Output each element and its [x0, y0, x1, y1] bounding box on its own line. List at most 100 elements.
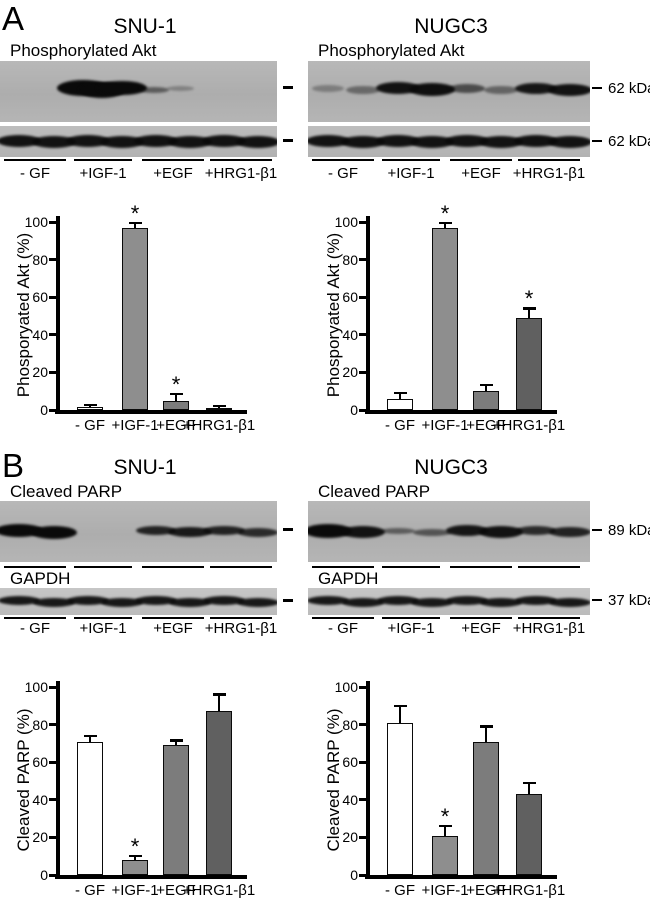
protein-band [0, 134, 42, 147]
y-tick [49, 873, 56, 877]
y-tick [359, 220, 366, 224]
marker-tick-icon [283, 528, 293, 531]
lane-label: +IGF-1 [79, 620, 127, 637]
y-tick-label: 20 [32, 364, 48, 381]
lane-group-line [210, 617, 272, 619]
y-tick-label: 60 [32, 754, 48, 771]
y-tick [359, 723, 366, 727]
x-tick-label: +IGF-1 [111, 882, 159, 899]
bar-gf [77, 741, 103, 875]
lane-group-line [210, 159, 272, 161]
bar-chart-parp_snu1: Cleaved PARP (%) 0 20 40 60 80 100- GF * +IGF-1 +… [0, 657, 300, 900]
protein-band [516, 526, 557, 536]
bar-gf [387, 398, 413, 410]
error-bar-cap [212, 693, 226, 696]
panel-b-right-blot-label: Cleaved PARP [318, 482, 431, 501]
protein-band [376, 596, 419, 606]
lane-label: +EGF [153, 620, 193, 637]
blot-phospho-akt-nugc3 [308, 61, 590, 122]
y-tick-label: 100 [334, 214, 358, 230]
lane-group-line [142, 159, 204, 161]
panel-b-left-blot-label: Cleaved PARP [10, 482, 123, 501]
protein-band [548, 83, 590, 96]
lane-label: +EGF [153, 165, 193, 182]
lane-group-line [312, 617, 374, 619]
protein-band [166, 85, 194, 91]
protein-band [448, 83, 485, 93]
bar-hrg11 [206, 407, 232, 410]
y-tick [359, 408, 366, 412]
error-bar-cap [83, 734, 97, 737]
y-tick [49, 295, 56, 299]
panel-b-left-control-label: GAPDH [10, 569, 71, 588]
lane-group-line [74, 566, 132, 568]
protein-band [67, 596, 110, 606]
protein-band [445, 525, 488, 537]
protein-band [203, 596, 246, 606]
protein-band [515, 82, 558, 94]
x-tick-label: - GF [75, 417, 105, 434]
y-axis-label: Cleaved PARP (%) [14, 708, 33, 852]
panel-b-left-title: SNU-1 [113, 456, 177, 479]
marker-text: 62 kDa [608, 132, 650, 150]
protein-band [345, 85, 380, 94]
protein-band [236, 597, 277, 607]
error-bar [528, 308, 530, 318]
bar-igf1 [122, 227, 148, 410]
protein-band [31, 525, 77, 539]
significance-asterisk: * [171, 372, 181, 398]
bar-igf1 [122, 859, 148, 875]
y-axis-label: Cleaved PARP (%) [324, 708, 343, 852]
panel-a-label: A [2, 0, 25, 37]
y-tick [49, 258, 56, 262]
y-axis-label: Phosporyated Akt (%) [14, 232, 33, 398]
protein-band [549, 527, 590, 538]
protein-band [202, 134, 247, 147]
protein-band [237, 527, 277, 537]
x-tick-label: +HRG1-β1 [182, 417, 256, 434]
lane-group-line [312, 159, 374, 161]
protein-band [66, 134, 111, 147]
y-tick-label: 0 [40, 402, 48, 418]
error-bar [218, 694, 220, 712]
x-tick-label: +HRG1-β1 [182, 882, 256, 899]
lane-group-line [518, 566, 580, 568]
x-tick-label: +IGF-1 [111, 417, 159, 434]
error-bar-cap [83, 404, 97, 407]
bar-gf [77, 407, 103, 410]
protein-band [203, 526, 246, 536]
lane-label: - GF [328, 165, 358, 182]
y-tick [359, 760, 366, 764]
lane-group-line [382, 159, 440, 161]
protein-band [235, 136, 277, 149]
protein-band [484, 85, 519, 94]
y-tick [49, 723, 56, 727]
bar-hrg11 [206, 711, 232, 875]
bar-egf [473, 741, 499, 875]
y-tick-label: 40 [342, 791, 358, 808]
lane-group-line [210, 566, 272, 568]
protein-band [375, 82, 420, 95]
y-tick-label: 80 [342, 251, 358, 268]
protein-band [413, 528, 452, 536]
marker-62kda-total: 62 kDa [592, 132, 650, 150]
protein-band [375, 134, 420, 147]
error-bar-cap [522, 307, 536, 310]
lane-group-line [382, 617, 440, 619]
y-axis-label: Phosporyated Akt (%) [324, 232, 343, 398]
error-bar-cap [128, 221, 142, 225]
marker-tick-icon [592, 139, 602, 143]
protein-band [133, 134, 178, 147]
lane-label: +IGF-1 [387, 165, 435, 182]
lane-label: - GF [328, 620, 358, 637]
marker-tick-icon [592, 598, 602, 602]
protein-band [410, 136, 455, 149]
error-bar-cap [169, 739, 183, 742]
protein-band [168, 136, 213, 149]
y-tick-label: 100 [24, 679, 48, 695]
marker-text: 37 kDa [608, 591, 650, 609]
x-tick-label: +EGF [156, 417, 196, 434]
lane-label: +IGF-1 [387, 620, 435, 637]
protein-band [308, 523, 352, 538]
